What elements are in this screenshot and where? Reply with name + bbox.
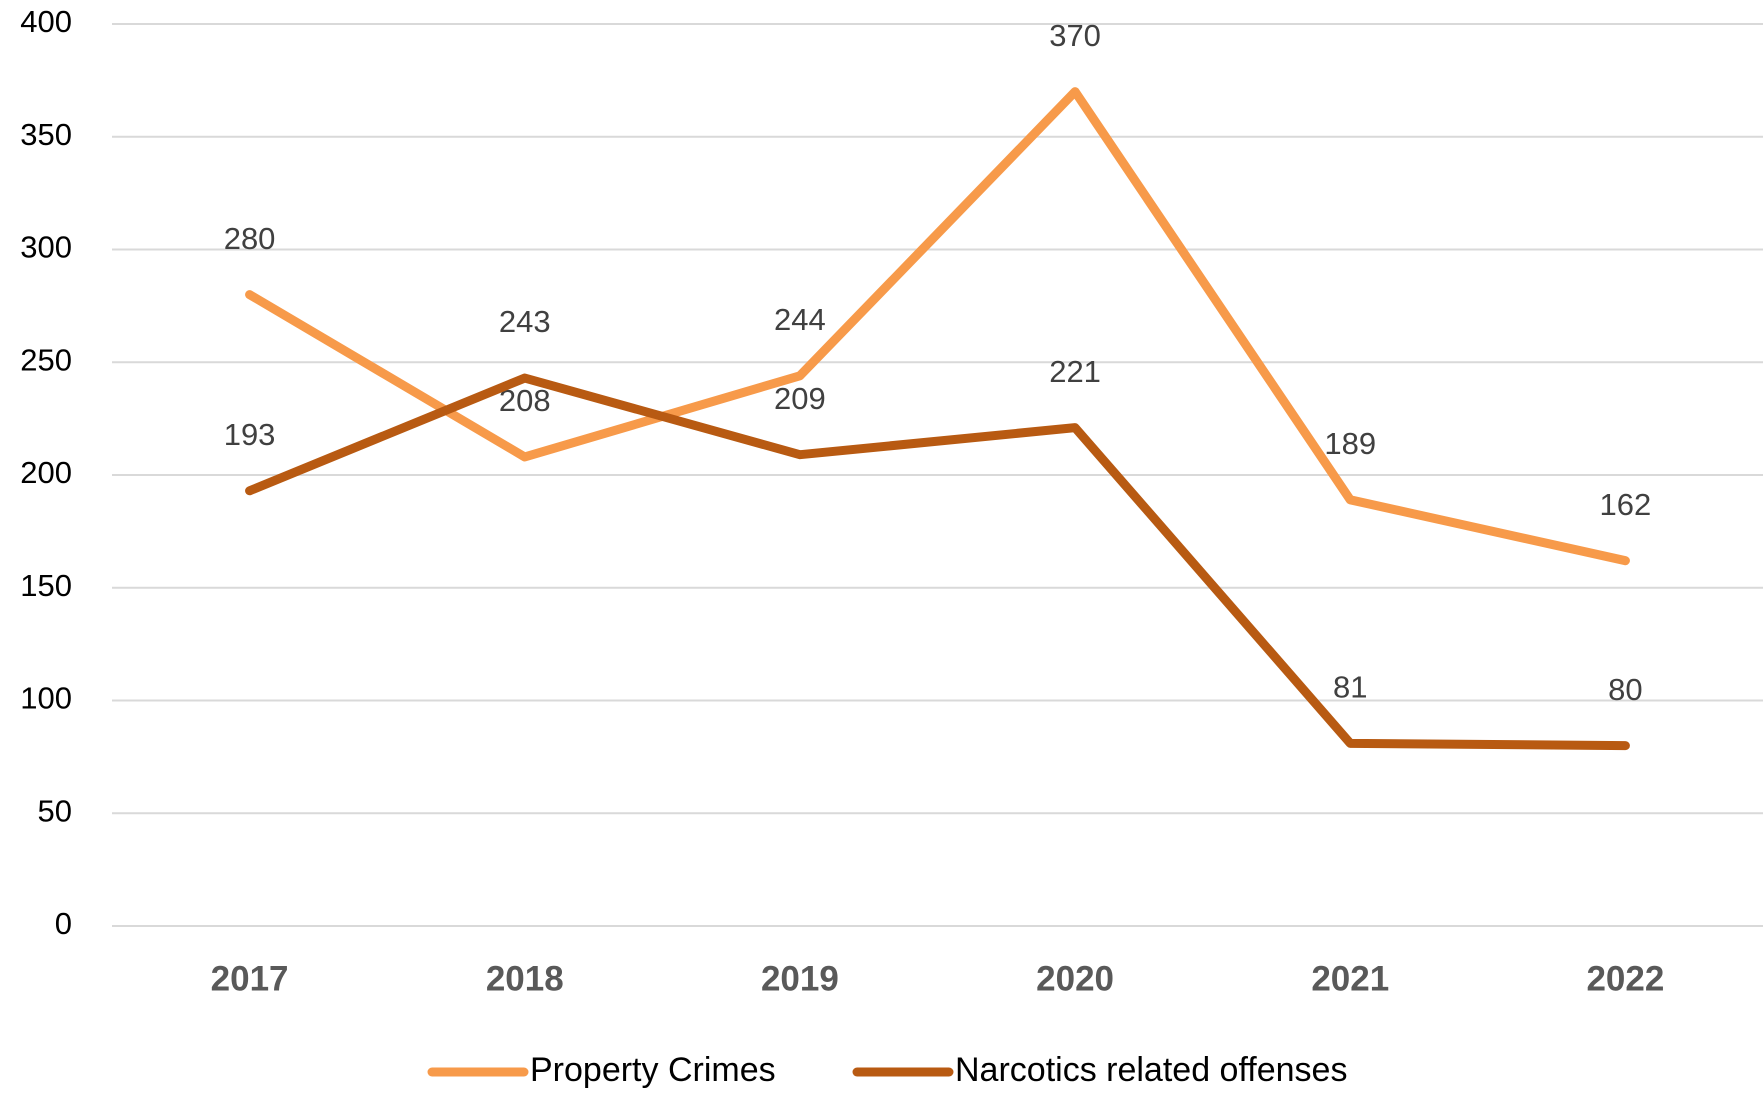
x-tick-label: 2019 — [761, 959, 839, 998]
y-tick-label: 100 — [20, 681, 72, 716]
line — [245, 373, 1630, 751]
data-label: 243 — [499, 304, 551, 339]
y-tick-label: 150 — [20, 568, 72, 603]
line — [245, 87, 1630, 566]
data-label: 209 — [774, 381, 826, 416]
y-tick-label: 300 — [20, 230, 72, 265]
x-tick-label: 2017 — [211, 959, 289, 998]
y-tick-label: 350 — [20, 117, 72, 152]
data-label: 81 — [1333, 670, 1367, 705]
y-tick-label: 400 — [20, 4, 72, 39]
legend-label: Property Crimes — [530, 1051, 776, 1089]
x-tick-label: 2020 — [1036, 959, 1114, 998]
y-tick-label: 250 — [20, 342, 72, 377]
y-tick-label: 0 — [55, 906, 72, 941]
data-label: 244 — [774, 302, 826, 337]
legend-label: Narcotics related offenses — [955, 1051, 1347, 1089]
x-tick-label: 2021 — [1311, 959, 1389, 998]
data-label: 221 — [1049, 354, 1101, 389]
data-label: 80 — [1608, 672, 1642, 707]
y-tick-label: 50 — [38, 793, 72, 828]
x-tick-label: 2018 — [486, 959, 564, 998]
y-tick-label: 200 — [20, 455, 72, 490]
data-label: 162 — [1600, 487, 1652, 522]
data-label: 193 — [224, 417, 276, 452]
data-label: 280 — [224, 221, 276, 256]
data-label: 370 — [1049, 18, 1101, 53]
data-label: 189 — [1324, 426, 1376, 461]
x-tick-label: 2022 — [1586, 959, 1664, 998]
